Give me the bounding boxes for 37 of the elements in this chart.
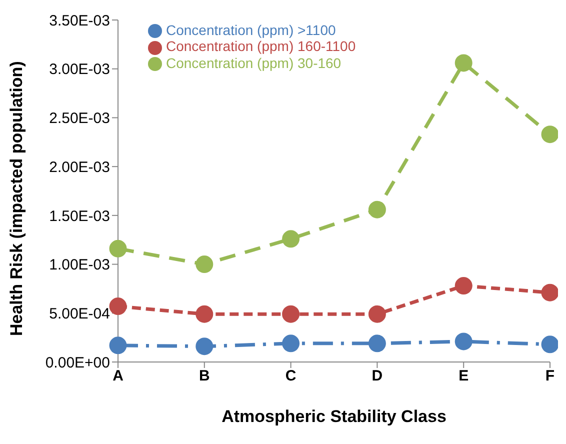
y-tick-label: 1.00E-03: [49, 256, 110, 274]
y-tick-label: 5.00E-04: [49, 305, 110, 322]
y-tick-label: 3.50E-03: [49, 12, 110, 30]
point: [541, 336, 558, 354]
y-axis-title: Health Risk (impacted population): [7, 61, 26, 336]
point: [282, 230, 300, 248]
x-tick-label: D: [372, 368, 383, 385]
x-tick-label: A: [112, 368, 124, 385]
point: [368, 305, 386, 323]
x-tick-label: F: [545, 368, 555, 385]
x-tick-label: C: [285, 368, 296, 385]
point: [109, 336, 127, 354]
point: [196, 256, 214, 274]
point: [196, 338, 214, 356]
point: [109, 298, 127, 316]
point: [454, 277, 472, 295]
y-tick-label: 3.00E-03: [49, 61, 110, 78]
point: [541, 126, 558, 144]
legend-label: Concentration (ppm) 160-1100: [166, 38, 356, 54]
point: [454, 332, 472, 350]
legend-label: Concentration (ppm) >1100: [166, 22, 336, 38]
y-tick-label: 2.00E-03: [49, 158, 110, 176]
point: [109, 240, 127, 258]
point: [282, 305, 300, 323]
point: [368, 334, 386, 352]
y-tick-label: 0.00E+00: [45, 354, 110, 372]
x-axis-title: Atmospheric Stability Class: [222, 407, 446, 426]
point: [196, 305, 214, 323]
point: [282, 334, 300, 352]
x-tick-label: B: [198, 368, 210, 385]
legend-label: Concentration (ppm) 30-160: [166, 54, 342, 71]
y-tick-label: 1.50E-03: [49, 208, 110, 225]
point: [541, 284, 558, 302]
x-tick-label: E: [458, 368, 469, 385]
y-tick-label: 2.50E-03: [49, 110, 110, 128]
point: [368, 200, 386, 218]
point: [454, 54, 472, 72]
